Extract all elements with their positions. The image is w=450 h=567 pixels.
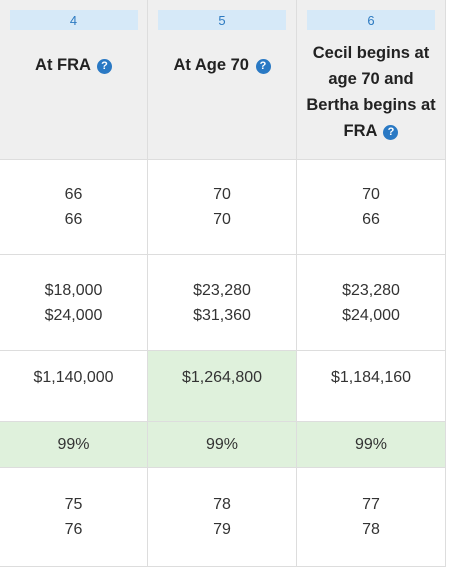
breakeven-value: 79 [213,521,231,538]
percent-cell: 99% [148,422,297,468]
column-title: At FRA ? [29,52,118,78]
age-value: 66 [362,211,380,228]
lifetime-total-value: $1,184,160 [330,369,412,386]
lifetime-total-cell: $1,184,160 [297,351,446,422]
breakeven-cell: 75 76 [0,468,148,567]
age-value: 70 [213,186,231,203]
column-title-text: At Age 70 [173,56,249,74]
lifetime-total-value: $1,140,000 [33,369,114,386]
column-number-badge: 6 [307,10,435,30]
age-value: 66 [64,211,83,228]
breakeven-value: 78 [213,496,231,513]
benefit-value: $24,000 [44,306,103,324]
breakeven-cell: 77 78 [297,468,446,567]
benefit-value: $31,360 [193,306,251,324]
benefit-value: $18,000 [44,281,103,299]
column-title-text: At FRA [35,56,91,74]
help-icon[interactable]: ? [255,58,271,74]
lifetime-total-value: $1,264,800 [181,369,263,386]
breakeven-value: 77 [362,496,380,513]
percent-value: 99% [354,435,388,453]
breakeven-cell: 78 79 [148,468,297,567]
ages-cell: 70 70 [148,160,297,255]
lifetime-total-cell: $1,140,000 [0,351,148,422]
percent-value: 99% [57,435,90,453]
lifetime-total-cell-highlighted: $1,264,800 [148,351,297,422]
percent-cell: 99% [0,422,148,468]
benefits-cell: $23,280 $31,360 [148,255,297,351]
column-title: At Age 70 ? [167,52,276,78]
column-header-4: 4 At FRA ? [0,0,148,160]
benefits-cell: $23,280 $24,000 [297,255,446,351]
benefit-value: $24,000 [342,306,400,324]
percent-value: 99% [205,435,239,453]
breakeven-value: 78 [362,521,380,538]
benefit-value: $23,280 [193,281,251,299]
breakeven-value: 75 [64,496,83,513]
column-title: Cecil begins at age 70 and Bertha begins… [297,40,445,144]
breakeven-value: 76 [64,521,83,538]
ages-cell: 70 66 [297,160,446,255]
help-icon[interactable]: ? [96,58,112,74]
column-number-badge: 4 [9,10,138,30]
age-value: 66 [64,186,83,203]
percent-cell: 99% [297,422,446,468]
ages-cell: 66 66 [0,160,148,255]
column-header-6: 6 Cecil begins at age 70 and Bertha begi… [297,0,446,160]
benefit-value: $23,280 [342,281,400,299]
age-value: 70 [362,186,380,203]
column-title-text: Cecil begins at age 70 and Bertha begins… [306,44,436,140]
column-header-5: 5 At Age 70 ? [148,0,297,160]
benefits-cell: $18,000 $24,000 [0,255,148,351]
column-number-badge: 5 [158,10,286,30]
help-icon[interactable]: ? [383,124,399,140]
age-value: 70 [213,211,231,228]
